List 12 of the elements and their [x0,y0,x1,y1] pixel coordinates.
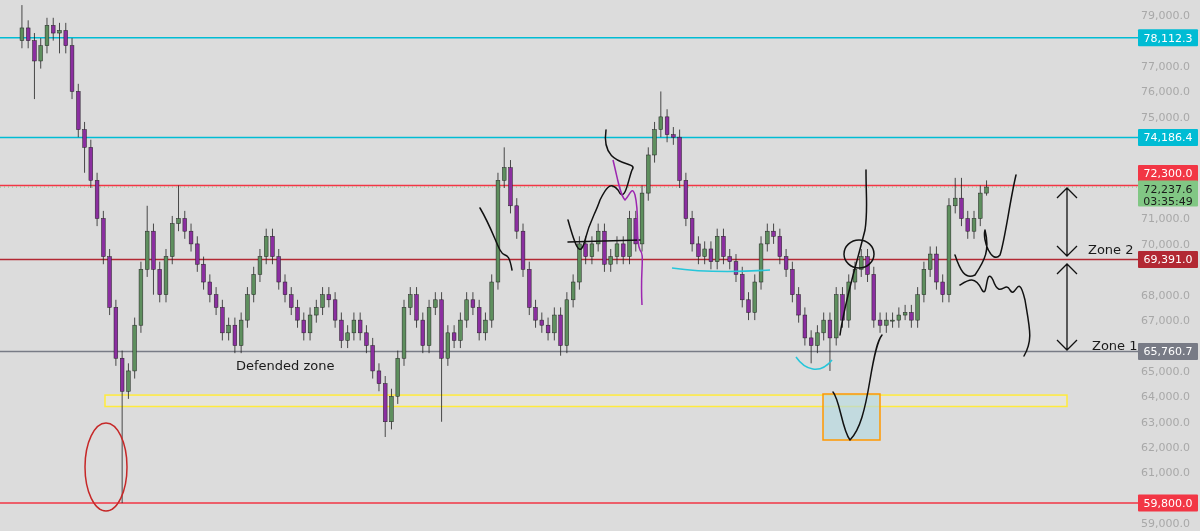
ref-line-label: 72,300.0 [1143,167,1193,181]
annotation: Defended zone [236,358,335,373]
ref-line-label: 72,237.6 [1143,182,1193,196]
ref-line-label: 65,760.7 [1143,345,1193,359]
annotation: Zone 2 [1088,242,1134,257]
text: 03:35:49 [1143,194,1193,208]
ref-line-label: 69,391.0 [1143,253,1193,267]
annotation: Zone 1 [1092,338,1138,353]
ref-line-label: 59,800.0 [1143,496,1193,510]
ref-line-label: 74,186.4 [1143,131,1193,145]
ref-line-label: 78,112.3 [1143,31,1193,45]
candlestick [19,4,25,49]
